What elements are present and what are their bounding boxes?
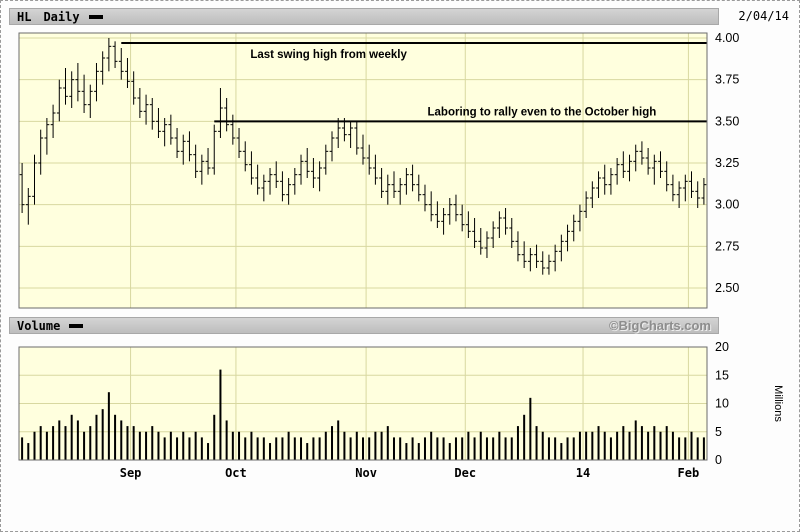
svg-text:Last swing high from weekly: Last swing high from weekly [250,49,407,61]
svg-text:Feb: Feb [678,466,700,480]
svg-text:4.00: 4.00 [715,31,739,45]
volume-chart: Sep Oct Nov Dec 14 Feb 20 15 10 5 0 Millions [18,340,784,480]
date-label: 2/04/14 [738,9,789,23]
svg-text:Sep: Sep [120,466,142,480]
volume-legend-swatch [69,323,84,328]
svg-text:3.50: 3.50 [715,114,739,128]
volume-label: Volume [17,318,61,333]
svg-text:Nov: Nov [355,466,377,480]
svg-text:2.50: 2.50 [715,281,739,295]
bigcharts-watermark: ©BigCharts.com [608,318,711,333]
svg-text:14: 14 [576,466,590,480]
svg-text:3.75: 3.75 [715,73,739,87]
svg-text:3.00: 3.00 [715,198,739,212]
svg-text:Laboring to rally even to the: Laboring to rally even to the October hi… [428,106,657,118]
svg-text:Millions: Millions [772,385,784,422]
timeframe-label: Daily [43,9,80,24]
svg-text:Oct: Oct [225,466,247,480]
svg-text:5: 5 [715,425,722,439]
svg-text:3.25: 3.25 [715,156,739,170]
svg-text:0: 0 [715,453,722,467]
symbol-label: HL [17,9,32,24]
price-chart: 4.00 3.75 3.50 3.25 3.00 2.75 2.50 Last swing h… [18,31,739,309]
svg-text:15: 15 [715,368,729,382]
volume-pane-header: Volume ©BigCharts.com [9,317,719,334]
svg-text:2.75: 2.75 [715,239,739,253]
svg-text:10: 10 [715,397,729,411]
svg-text:Dec: Dec [454,466,476,480]
svg-text:20: 20 [715,340,729,354]
price-pane-header: HL Daily [9,8,719,25]
price-series-legend-swatch [88,14,103,19]
